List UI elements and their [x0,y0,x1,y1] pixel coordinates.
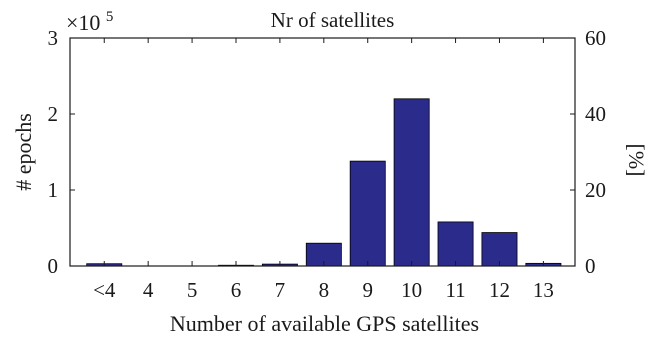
bars-group [86,98,562,267]
x-tick-label: 4 [143,278,154,302]
y-exponent-power: 5 [106,9,114,25]
y-axis-exponent: ×10 5 [66,9,113,35]
bar-8 [437,221,474,267]
x-tick-label: <4 [93,278,116,302]
y-axis-label: # epochs [11,113,36,191]
x-tick-label: 10 [401,278,422,302]
y2-tick-label: 20 [585,178,606,202]
chart-title: Nr of satellites [271,8,395,32]
bar-9 [481,232,518,267]
x-tick-label: 12 [489,278,510,302]
x-axis-label: Number of available GPS satellites [170,311,479,336]
y-tick-label: 0 [48,254,59,278]
y2-axis-label: [%] [624,144,649,177]
y-tick-label: 1 [48,178,59,202]
y2-tick-label: 40 [585,102,606,126]
bar-7 [393,98,430,267]
bar-6 [349,160,386,267]
y2-tick-label: 0 [585,254,596,278]
x-tick-label: 5 [187,278,198,302]
y-tick-label: 2 [48,102,59,126]
y2-tick-label: 60 [585,26,606,50]
x-tick-label: 8 [319,278,330,302]
axes-box [69,37,576,267]
x-tick-label: 13 [533,278,554,302]
x-tick-label: 6 [231,278,242,302]
x-tick-label: 11 [445,278,465,302]
y-tick-label: 3 [48,26,59,50]
y-exponent-base: ×10 [66,10,100,35]
x-tick-label: 9 [362,278,373,302]
x-tick-label: 7 [275,278,286,302]
